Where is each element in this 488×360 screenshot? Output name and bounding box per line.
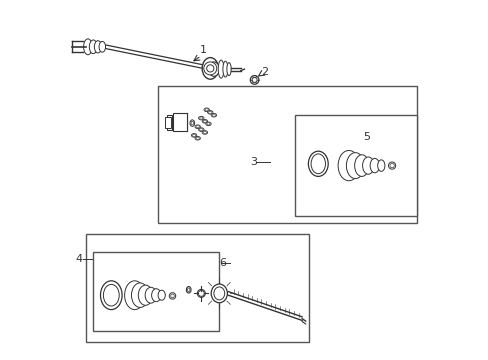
Ellipse shape — [83, 39, 92, 55]
Ellipse shape — [369, 158, 379, 173]
Ellipse shape — [203, 108, 209, 112]
Ellipse shape — [186, 287, 191, 293]
Ellipse shape — [308, 151, 327, 176]
Circle shape — [169, 293, 175, 299]
Ellipse shape — [131, 283, 148, 307]
Ellipse shape — [199, 129, 203, 131]
Ellipse shape — [189, 120, 194, 126]
Ellipse shape — [211, 284, 227, 303]
Ellipse shape — [195, 125, 200, 129]
Ellipse shape — [192, 134, 195, 136]
Ellipse shape — [198, 128, 203, 131]
Ellipse shape — [207, 111, 213, 114]
Ellipse shape — [211, 113, 216, 117]
Ellipse shape — [99, 41, 105, 52]
Ellipse shape — [204, 109, 208, 111]
Ellipse shape — [346, 153, 364, 179]
Ellipse shape — [206, 123, 210, 125]
Text: 2: 2 — [260, 67, 267, 77]
Ellipse shape — [310, 154, 325, 174]
Ellipse shape — [195, 136, 200, 140]
Ellipse shape — [354, 155, 368, 176]
Ellipse shape — [208, 62, 219, 76]
Ellipse shape — [191, 121, 193, 125]
Ellipse shape — [208, 111, 211, 113]
Bar — [158, 86, 416, 223]
Text: 6: 6 — [219, 258, 226, 268]
Ellipse shape — [377, 160, 384, 171]
Circle shape — [203, 62, 216, 75]
Text: 4: 4 — [75, 254, 82, 264]
Ellipse shape — [196, 126, 199, 128]
Bar — [294, 115, 416, 216]
Ellipse shape — [226, 63, 231, 76]
Ellipse shape — [89, 40, 97, 54]
Ellipse shape — [158, 290, 165, 300]
Ellipse shape — [218, 60, 224, 78]
Ellipse shape — [223, 61, 227, 77]
Circle shape — [387, 162, 395, 169]
Ellipse shape — [205, 122, 211, 126]
Bar — [93, 252, 219, 331]
Text: 5: 5 — [363, 132, 369, 142]
Ellipse shape — [213, 287, 224, 300]
Ellipse shape — [337, 150, 359, 181]
Ellipse shape — [202, 131, 207, 134]
Ellipse shape — [203, 131, 206, 134]
Ellipse shape — [151, 289, 161, 302]
Ellipse shape — [203, 120, 206, 122]
Ellipse shape — [103, 284, 119, 306]
Ellipse shape — [138, 285, 152, 305]
Ellipse shape — [362, 157, 373, 174]
Circle shape — [389, 163, 393, 168]
Ellipse shape — [124, 281, 144, 310]
Bar — [165, 117, 170, 128]
Ellipse shape — [196, 137, 199, 139]
Ellipse shape — [187, 288, 189, 292]
Ellipse shape — [199, 117, 203, 119]
Ellipse shape — [212, 114, 215, 116]
Ellipse shape — [197, 289, 205, 297]
Circle shape — [170, 294, 174, 298]
Bar — [86, 234, 309, 342]
Ellipse shape — [145, 287, 156, 303]
Circle shape — [250, 76, 258, 84]
Ellipse shape — [198, 116, 203, 120]
Ellipse shape — [101, 281, 122, 310]
Circle shape — [198, 291, 204, 296]
Ellipse shape — [191, 134, 196, 137]
Ellipse shape — [202, 120, 207, 123]
Text: 1: 1 — [199, 45, 206, 55]
Bar — [167, 115, 172, 130]
Circle shape — [206, 65, 213, 72]
Circle shape — [251, 77, 257, 82]
Text: 3: 3 — [249, 157, 257, 167]
Bar — [172, 113, 186, 131]
Ellipse shape — [94, 41, 102, 53]
Ellipse shape — [202, 58, 218, 79]
